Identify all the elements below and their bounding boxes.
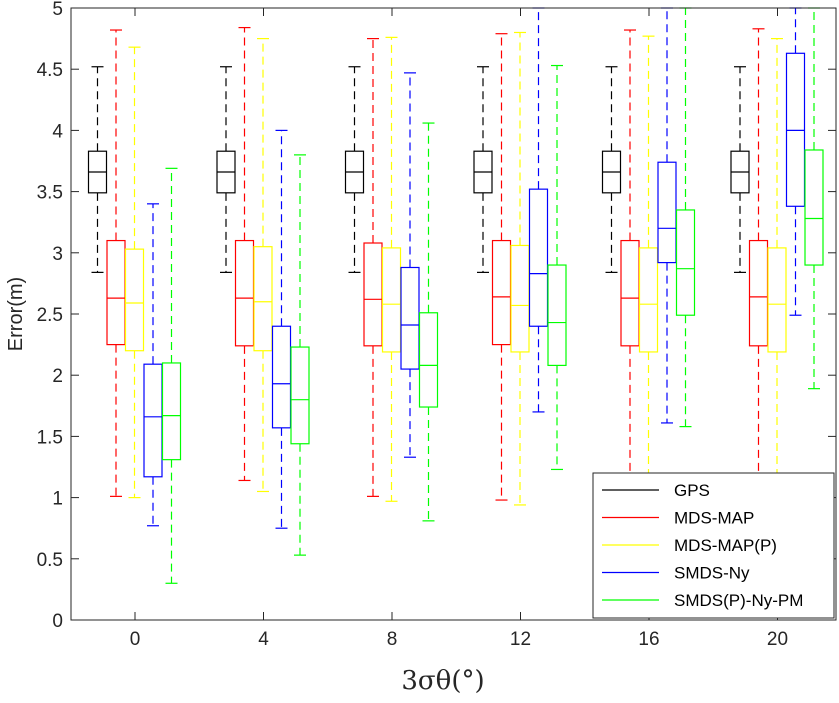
y-tick-label: 0	[52, 611, 63, 632]
box-20	[785, 7, 806, 316]
legend-label: MDS-MAP	[674, 509, 754, 528]
legend-item: MDS-MAP	[602, 509, 754, 528]
iqr-box	[400, 266, 420, 370]
legend-label: SMDS(P)-Ny-PM	[674, 591, 803, 610]
x-tick-label: 0	[130, 629, 141, 650]
iqr-box	[657, 161, 677, 264]
series-mds-map	[106, 26, 769, 501]
box-8	[400, 72, 420, 458]
iqr-box	[785, 52, 806, 207]
y-tick-label: 3.5	[37, 183, 63, 204]
legend-item: GPS	[602, 481, 710, 500]
iqr-box	[161, 362, 182, 461]
box-8	[344, 66, 365, 273]
legend-label: SMDS-Ny	[674, 564, 750, 583]
y-tick-label: 2	[52, 366, 63, 387]
iqr-box	[124, 248, 145, 352]
iqr-box	[620, 239, 640, 347]
box-12	[528, 7, 549, 413]
box-12	[491, 33, 512, 501]
box-16	[620, 29, 640, 499]
y-tick-label: 1.5	[37, 427, 63, 448]
x-tick-label: 16	[638, 629, 659, 650]
box-4	[253, 37, 273, 493]
x-tick-label: 4	[258, 629, 269, 650]
iqr-box	[418, 312, 439, 408]
box-4	[271, 129, 292, 529]
iqr-box	[804, 149, 824, 266]
chart-axes: 0 0.5 1 1.5 2 2.5 3 3.5 4 4.5 5 0 4 8 12 16 20	[37, 0, 837, 650]
box-0	[87, 66, 108, 273]
box-8	[418, 122, 439, 522]
legend-item: SMDS(P)-Ny-PM	[602, 591, 803, 610]
y-tick-label: 0.5	[37, 550, 63, 571]
iqr-box	[271, 325, 292, 429]
iqr-box	[381, 247, 402, 353]
iqr-box	[253, 246, 273, 352]
box-12	[547, 64, 567, 471]
box-0	[124, 46, 145, 499]
y-tick-label: 5	[52, 0, 63, 20]
y-tick-label: 4	[52, 121, 63, 142]
y-axis-title: Error(m)	[5, 277, 27, 351]
series-smds-ny	[143, 7, 806, 529]
box-20	[767, 37, 787, 499]
box-12	[473, 66, 493, 273]
series-smds-p-ny-pm	[161, 7, 824, 584]
iqr-box	[143, 363, 163, 478]
iqr-box	[547, 264, 567, 367]
iqr-box	[748, 239, 769, 347]
box-20	[804, 7, 824, 390]
x-tick-label: 8	[387, 629, 398, 650]
x-axis-title: 3σθ(°)	[401, 666, 484, 696]
iqr-box	[767, 247, 787, 353]
box-4	[290, 154, 310, 556]
iqr-box	[638, 247, 659, 353]
series-gps	[87, 66, 750, 273]
legend-item: SMDS-Ny	[602, 564, 750, 583]
box-16	[657, 7, 677, 424]
y-tick-label: 3	[52, 244, 63, 265]
box-0	[106, 29, 126, 497]
box-16	[601, 66, 622, 273]
box-12	[510, 31, 530, 506]
box-4	[234, 26, 255, 482]
iqr-box	[363, 242, 383, 347]
box-0	[143, 203, 163, 527]
x-tick-label: 12	[510, 629, 531, 650]
iqr-box	[234, 239, 255, 347]
iqr-box	[290, 346, 310, 445]
box-8	[381, 36, 402, 502]
iqr-box	[528, 188, 549, 327]
iqr-box	[510, 244, 530, 353]
box-16	[675, 7, 696, 428]
box-0	[161, 167, 182, 584]
x-tick-label: 20	[767, 629, 788, 650]
chart-legend: GPS MDS-MAP MDS-MAP(P) SMDS-Ny SMDS(P)-Ny-PM	[592, 472, 835, 619]
y-tick-label: 2.5	[37, 305, 63, 326]
iqr-box	[106, 239, 126, 346]
legend-item: MDS-MAP(P)	[602, 536, 777, 555]
box-20	[748, 28, 769, 499]
box-20	[730, 66, 750, 273]
box-4	[216, 66, 236, 273]
iqr-box	[491, 239, 512, 346]
y-tick-label: 4.5	[37, 60, 63, 81]
legend-label: GPS	[674, 481, 710, 500]
box-16	[638, 35, 659, 499]
box-8	[363, 37, 383, 497]
y-tick-label: 1	[52, 489, 63, 510]
legend-label: MDS-MAP(P)	[674, 536, 777, 555]
iqr-box	[675, 209, 696, 316]
